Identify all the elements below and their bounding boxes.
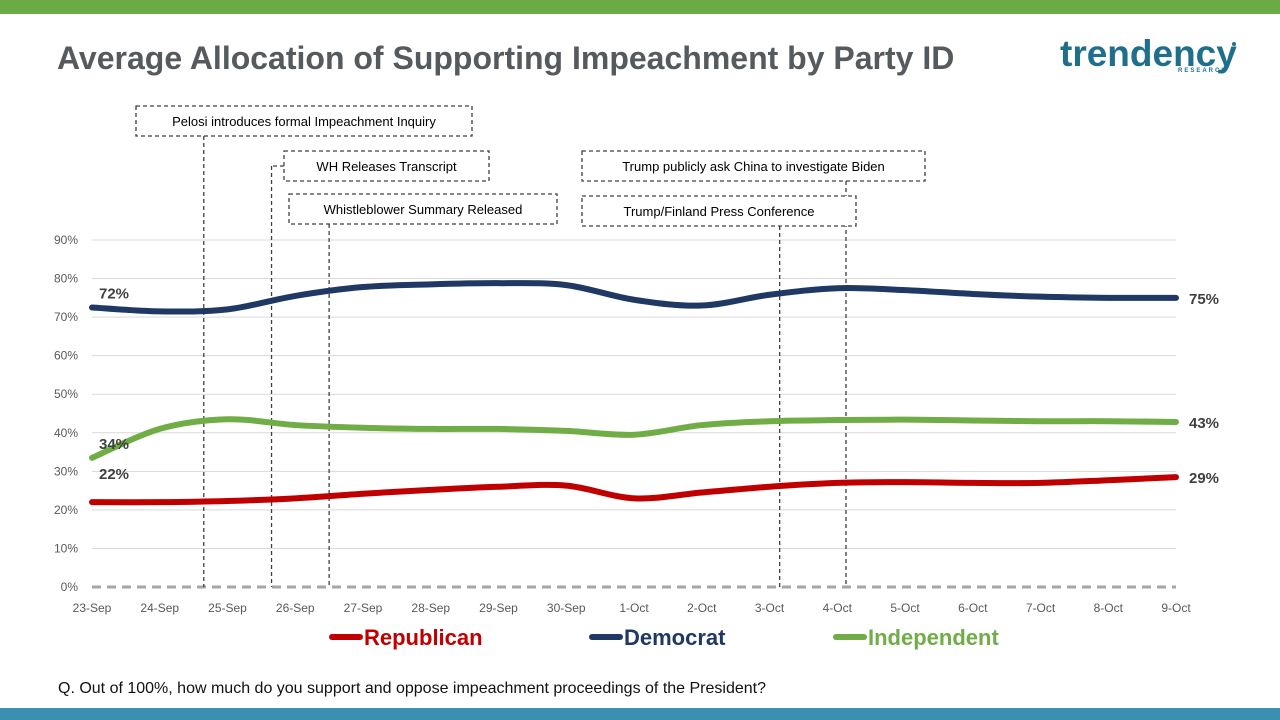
annotation-label: Trump publicly ask China to investigate … bbox=[622, 159, 885, 174]
legend-label-republican: Republican bbox=[364, 625, 483, 650]
x-tick-label: 8-Oct bbox=[1094, 601, 1124, 615]
end-value-label: 43% bbox=[1189, 415, 1219, 432]
annotation-box bbox=[581, 195, 857, 227]
x-tick-label: 6-Oct bbox=[958, 601, 988, 615]
start-value-label: 22% bbox=[99, 466, 129, 483]
start-value-label: 72% bbox=[99, 285, 129, 302]
logo-registered-dot bbox=[1232, 42, 1236, 46]
end-value-label: 75% bbox=[1189, 291, 1219, 308]
annotation-label: WH Releases Transcript bbox=[316, 159, 457, 174]
bottom-accent-bar bbox=[0, 708, 1280, 720]
x-tick-label: 7-Oct bbox=[1026, 601, 1056, 615]
y-tick-label: 50% bbox=[54, 387, 78, 401]
end-value-label: 29% bbox=[1189, 470, 1219, 487]
series-line-independent bbox=[89, 416, 1179, 461]
x-tick-label: 2-Oct bbox=[687, 601, 717, 615]
x-tick-label: 9-Oct bbox=[1161, 601, 1191, 615]
y-tick-label: 90% bbox=[54, 233, 78, 247]
annotation-label: Whistleblower Summary Released bbox=[324, 202, 523, 217]
annotation-box bbox=[135, 105, 473, 137]
y-tick-label: 60% bbox=[54, 349, 78, 363]
start-value-label: 34% bbox=[99, 436, 129, 453]
top-accent-bar bbox=[0, 0, 1280, 14]
x-tick-label: 5-Oct bbox=[890, 601, 920, 615]
logo-wordmark: trendency bbox=[1060, 33, 1237, 74]
annotation-box bbox=[581, 150, 926, 182]
x-tick-label: 28-Sep bbox=[411, 601, 450, 615]
x-tick-label: 4-Oct bbox=[823, 601, 853, 615]
x-tick-label: 27-Sep bbox=[344, 601, 383, 615]
legend-label-democrat: Democrat bbox=[624, 625, 726, 650]
x-tick-label: 23-Sep bbox=[73, 601, 112, 615]
y-tick-label: 40% bbox=[54, 426, 78, 440]
x-tick-label: 29-Sep bbox=[479, 601, 518, 615]
x-tick-label: 24-Sep bbox=[140, 601, 179, 615]
slide-title: Average Allocation of Supporting Impeach… bbox=[57, 40, 955, 76]
x-tick-label: 25-Sep bbox=[208, 601, 247, 615]
annotation-box bbox=[288, 193, 558, 225]
survey-question: Q. Out of 100%, how much do you support … bbox=[58, 680, 766, 697]
legend-label-independent: Independent bbox=[868, 625, 999, 650]
series-line-democrat bbox=[89, 280, 1179, 315]
x-tick-label: 3-Oct bbox=[755, 601, 785, 615]
annotation-box bbox=[283, 150, 490, 182]
x-tick-label: 30-Sep bbox=[547, 601, 586, 615]
y-tick-label: 30% bbox=[54, 464, 78, 478]
series-line-republican bbox=[89, 474, 1179, 506]
y-tick-label: 10% bbox=[54, 541, 78, 555]
logo-subtitle: RESEARCH bbox=[1178, 68, 1228, 74]
x-tick-label: 26-Sep bbox=[276, 601, 315, 615]
x-tick-label: 1-Oct bbox=[619, 601, 649, 615]
annotation-label: Pelosi introduces formal Impeachment Inq… bbox=[172, 114, 436, 129]
trendency-logo: trendency RESEARCH bbox=[1060, 34, 1250, 82]
y-tick-label: 20% bbox=[54, 503, 78, 517]
y-tick-label: 80% bbox=[54, 272, 78, 286]
y-tick-label: 0% bbox=[61, 580, 79, 594]
annotation-label: Trump/Finland Press Conference bbox=[624, 204, 815, 219]
y-tick-label: 70% bbox=[54, 310, 78, 324]
